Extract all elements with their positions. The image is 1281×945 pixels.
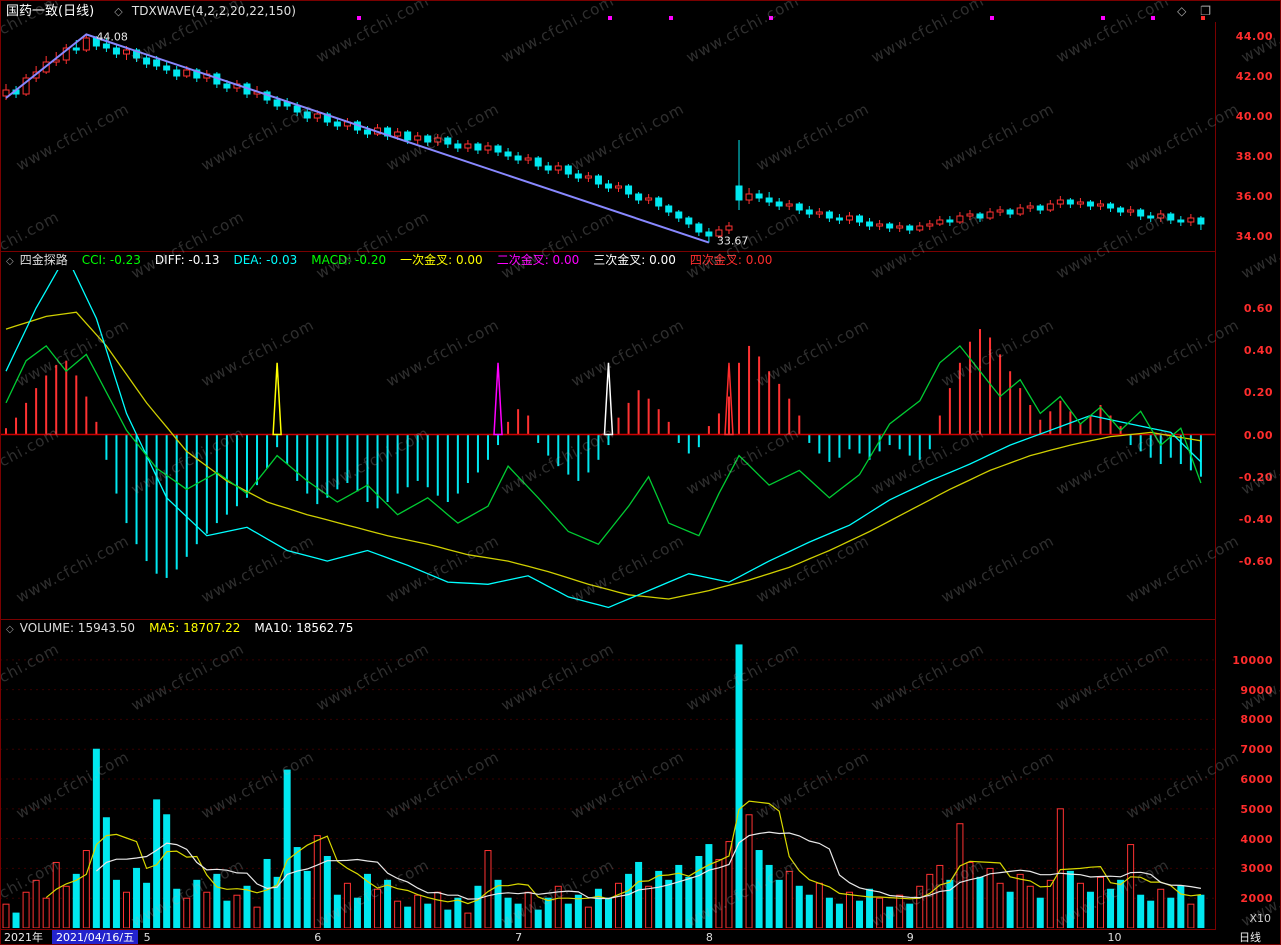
- indicator-header: ◇ 四金探路 CCI: -0.23 DIFF: -0.13 DEA: -0.03 MACD…: [0, 252, 1212, 269]
- axis-label: 7000: [1240, 743, 1273, 757]
- axis-label: -0.20: [1238, 470, 1273, 484]
- top-mark: [1150, 16, 1155, 20]
- axis-label: 4000: [1240, 832, 1273, 846]
- panel-marker-icon: ◇: [6, 256, 14, 267]
- panel-marker-icon: ◇: [6, 624, 14, 635]
- date-chip[interactable]: 2021/04/16/五: [52, 930, 139, 945]
- diamond-icon[interactable]: ◇: [1177, 4, 1187, 18]
- header-value: 二次金叉: 0.00: [496, 253, 580, 267]
- axis-label: 5000: [1240, 802, 1273, 816]
- volume-header: ◇ VOLUME: 15943.50 MA5: 18707.22 MA10: 1856…: [0, 620, 1212, 636]
- axis-label: -0.40: [1238, 512, 1273, 526]
- svg-text:33.67: 33.67: [717, 235, 749, 248]
- axis-label: 3000: [1240, 862, 1273, 876]
- top-mark: [357, 16, 362, 20]
- axis-label: 8000: [1240, 713, 1273, 727]
- header-value: VOLUME: 15943.50: [19, 621, 136, 635]
- svg-text:44.08: 44.08: [96, 30, 128, 43]
- top-mark: [668, 16, 673, 20]
- titlebar-icons: ◇ ❐: [1167, 0, 1211, 22]
- axis-label: 36.00: [1235, 190, 1273, 203]
- axis-label: 9000: [1240, 683, 1273, 697]
- main-indicator-label: TDXWAVE(4,2,2,20,22,150): [131, 4, 296, 18]
- header-value: CCI: -0.23: [81, 253, 141, 267]
- axis-label: -0.60: [1238, 555, 1273, 569]
- axis-label: 38.00: [1235, 150, 1273, 163]
- month-label: 8: [705, 931, 713, 944]
- header-value: 一次金叉: 0.00: [400, 253, 483, 267]
- header-value: DEA: -0.03: [233, 253, 298, 267]
- axis-label: 2000: [1240, 892, 1273, 906]
- axis-label: 44.00: [1235, 30, 1273, 43]
- stock-title[interactable]: 国药一致(日线): [6, 4, 95, 19]
- month-label: 10: [1107, 931, 1122, 944]
- top-mark: [1100, 16, 1105, 20]
- volume-unit-label: X10: [1249, 912, 1271, 925]
- month-label: 6: [314, 931, 322, 944]
- indicator-marker-icon: ◇: [114, 5, 123, 18]
- axis-label: 10000: [1232, 653, 1273, 667]
- volume-chart[interactable]: [0, 636, 1215, 928]
- panel-separator: [0, 929, 1281, 930]
- year-label: 2021年: [4, 931, 43, 944]
- window-titlebar: 国药一致(日线) ◇ TDXWAVE(4,2,2,20,22,150) ◇ ❐: [0, 0, 1281, 22]
- top-mark: [990, 16, 995, 20]
- month-label: 7: [515, 931, 523, 944]
- panel-separator: [0, 251, 1281, 252]
- header-value: MACD: -0.20: [311, 253, 387, 267]
- price-candlestick-chart[interactable]: 44.08 33.67: [0, 22, 1215, 252]
- header-value: MA5: 18707.22: [149, 621, 241, 635]
- top-mark: [1200, 16, 1205, 20]
- axis-label: 42.00: [1235, 70, 1273, 83]
- month-label: 9: [906, 931, 914, 944]
- period-label[interactable]: 日线: [1239, 931, 1261, 944]
- axis-label: 0.20: [1243, 386, 1273, 400]
- right-price-axis: X10 44.00 42.00 40.00 38.00 36.00 34.00 0.60 0.…: [1215, 0, 1281, 945]
- window-icon[interactable]: ❐: [1200, 4, 1211, 18]
- axis-label: 6000: [1240, 773, 1273, 787]
- panel-separator: [0, 619, 1281, 620]
- top-mark: [608, 16, 613, 20]
- axis-label: 0.00: [1243, 428, 1273, 442]
- month-label: 5: [143, 931, 151, 944]
- header-value: 三次金叉: 0.00: [593, 253, 676, 267]
- header-value: 四次金叉: 0.00: [689, 253, 773, 267]
- top-mark: [769, 16, 774, 20]
- timeline-bar[interactable]: 2021年 2021/04/16/五 5 6 7 8 9 10 日线: [0, 930, 1281, 945]
- axis-label: 34.00: [1235, 230, 1273, 243]
- axis-label: 40.00: [1235, 110, 1273, 123]
- header-value: 四金探路: [19, 253, 68, 267]
- header-value: DIFF: -0.13: [154, 253, 220, 267]
- header-value: MA10: 18562.75: [254, 621, 354, 635]
- axis-label: 0.40: [1243, 344, 1273, 358]
- indicator-chart[interactable]: [0, 270, 1215, 618]
- axis-label: 0.60: [1243, 301, 1273, 315]
